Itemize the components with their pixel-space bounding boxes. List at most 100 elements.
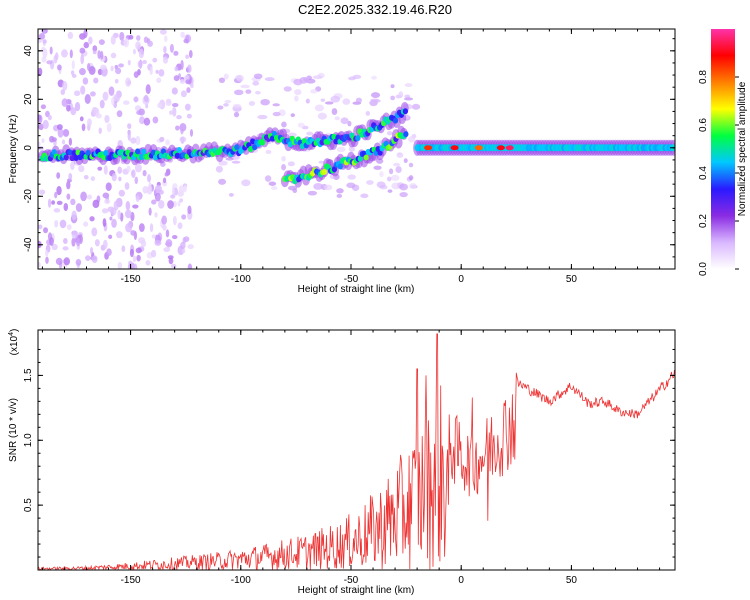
heatmap-cell — [62, 246, 69, 251]
heatmap-cell — [177, 222, 183, 230]
heatmap-cell — [91, 227, 98, 237]
heatmap-cell — [73, 90, 81, 97]
heatmap-cell — [373, 99, 381, 103]
heatmap-cell — [164, 172, 169, 177]
heatmap-cell — [132, 204, 139, 209]
heatmap-cell — [283, 86, 292, 92]
heatmap-cell — [307, 190, 318, 196]
heatmap-cell — [162, 180, 168, 187]
heatmap-cell — [169, 110, 173, 115]
heatmap-cell — [154, 212, 158, 218]
heatmap-cell — [38, 67, 43, 77]
heatmap-cell — [223, 103, 229, 107]
heatmap-cell — [111, 96, 115, 106]
heatmap-cell — [171, 235, 178, 240]
heatmap-cell — [142, 169, 147, 177]
heatmap-cell — [390, 84, 395, 89]
heatmap-cell — [149, 66, 153, 76]
snr-y-label: SNR (10 * v/v) — [8, 398, 19, 462]
heatmap-cell — [178, 185, 185, 194]
heatmap-cell — [155, 69, 159, 74]
heatmap-cell — [253, 73, 263, 80]
heatmap-cell — [88, 36, 93, 45]
heatmap-cell — [320, 98, 326, 102]
heatmap-cell — [111, 173, 117, 182]
heatmap-cell — [139, 116, 145, 125]
heatmap-cell — [115, 67, 122, 75]
heatmap-cell — [313, 183, 323, 190]
heatmap-cell — [187, 205, 192, 215]
heatmap-cell — [347, 174, 356, 180]
heatmap-cell — [185, 79, 192, 85]
heatmap-cell — [240, 84, 250, 89]
heatmap-cell — [260, 98, 270, 106]
heatmap-cell — [272, 111, 281, 117]
heatmap-cell — [281, 121, 287, 128]
heatmap-cell — [299, 143, 305, 150]
heatmap-cell — [346, 182, 356, 189]
heatmap-cell — [158, 69, 165, 77]
colorbar-tick-label: 0.8 — [698, 70, 709, 84]
heatmap-cell — [390, 95, 396, 101]
heatmap-cell — [347, 120, 352, 127]
heatmap-cell — [399, 191, 408, 198]
heatmap-cell — [136, 35, 141, 41]
heatmap-cell — [108, 86, 115, 96]
heatmap-cell — [118, 176, 122, 182]
heatmap-cell — [373, 165, 382, 170]
heatmap-cell — [111, 218, 117, 228]
heatmap-cell — [180, 31, 185, 38]
heatmap-cell — [75, 149, 81, 156]
heatmap-cell — [281, 155, 286, 162]
heatmap-cell — [135, 247, 142, 254]
heatmap-cell — [233, 111, 240, 118]
heatmap-cell — [172, 106, 177, 117]
heatmap-cell — [38, 114, 43, 124]
heatmap-cell — [290, 113, 295, 118]
spectrogram-x-label: Height of straight line (km) — [298, 284, 415, 295]
heatmap-cell — [165, 139, 170, 146]
heatmap-cell — [61, 98, 69, 107]
heatmap-cell — [122, 100, 130, 105]
x-tick-label: -50 — [344, 274, 359, 285]
heatmap-cell — [108, 234, 113, 240]
heatmap-cell — [162, 56, 169, 64]
heatmap-cell — [103, 165, 108, 175]
heatmap-cell — [148, 207, 152, 216]
heatmap-cell — [218, 77, 226, 84]
heatmap-cell — [107, 206, 115, 213]
heatmap-cell — [138, 223, 145, 233]
heatmap-cell — [169, 43, 174, 53]
colorbar-tick-label: 0.0 — [698, 262, 709, 276]
snr-scale-label: (x104) — [8, 329, 20, 356]
heatmap-cell — [183, 184, 187, 193]
heatmap-cell — [179, 136, 187, 143]
heatmap-cell — [117, 209, 121, 220]
heatmap-cell — [151, 199, 157, 205]
heatmap-cell — [85, 255, 91, 261]
heatmap-cell — [116, 231, 123, 239]
heatmap-cell — [54, 219, 59, 228]
heatmap-cell — [179, 79, 186, 85]
heatmap-cell — [110, 65, 114, 72]
heatmap-cell — [113, 200, 119, 211]
heatmap-cell — [252, 144, 258, 151]
heatmap-cell — [182, 237, 187, 244]
heatmap-cell — [505, 145, 514, 151]
heatmap-cell — [224, 99, 232, 104]
heatmap-cell — [92, 50, 97, 55]
heatmap-cell — [297, 122, 305, 128]
heatmap-cell — [331, 133, 337, 140]
heatmap-cell — [223, 73, 229, 80]
heatmap-cell — [167, 200, 174, 209]
heatmap-cell — [117, 166, 123, 174]
heatmap-cell — [135, 135, 141, 146]
heatmap-cell — [97, 166, 103, 171]
heatmap-cell — [158, 200, 165, 209]
heatmap-cell — [89, 216, 95, 222]
heatmap-cell — [357, 155, 363, 162]
heatmap-cell — [150, 149, 157, 156]
heatmap-cell — [314, 104, 325, 112]
heatmap-cell — [38, 189, 46, 195]
heatmap-cell — [176, 114, 182, 120]
